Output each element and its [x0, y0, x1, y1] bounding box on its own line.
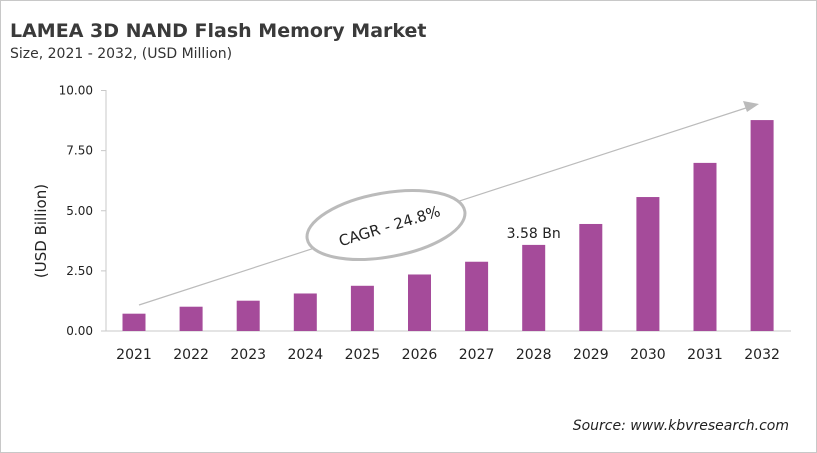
x-tick-label: 2023	[230, 347, 266, 363]
x-tick-label: 2030	[630, 347, 666, 363]
bar-2032	[750, 120, 774, 331]
arrow-head-icon	[743, 101, 759, 112]
bar-2027	[465, 261, 489, 331]
data-label-2028: 3.58 Bn	[507, 226, 561, 242]
x-tick-label: 2029	[573, 347, 609, 363]
x-tick-label: 2026	[402, 347, 438, 363]
bar-2024	[293, 293, 317, 331]
bar-2029	[579, 223, 603, 331]
y-tick-label: 5.00	[66, 204, 93, 218]
bar-2026	[408, 274, 431, 331]
chart-title: LAMEA 3D NAND Flash Memory Market	[10, 20, 427, 42]
x-tick-label: 2028	[516, 347, 552, 363]
x-tick-label: 2021	[116, 347, 152, 363]
x-tick-label: 2024	[287, 347, 323, 363]
cagr-ellipse	[305, 189, 467, 261]
bar-2028	[522, 244, 546, 331]
y-axis-label: (USD Billion)	[32, 184, 50, 278]
bar-2022	[179, 306, 203, 331]
source-text: Source: www.kbvresearch.com	[572, 418, 789, 434]
y-tick-label: 7.50	[66, 144, 93, 158]
bar-2031	[693, 162, 717, 331]
bar-2021	[122, 313, 146, 331]
x-tick-label: 2031	[687, 347, 723, 363]
bar-2025	[350, 285, 374, 331]
bar-2023	[236, 300, 260, 331]
y-tick-label: 0.00	[66, 324, 93, 338]
x-tick-label: 2022	[173, 347, 209, 363]
y-tick-label: 10.00	[59, 84, 93, 98]
x-tick-label: 2032	[744, 347, 780, 363]
bar-2030	[636, 197, 660, 331]
x-tick-label: 2027	[459, 347, 495, 363]
chart-subtitle: Size, 2021 - 2032, (USD Million)	[10, 46, 233, 62]
x-tick-label: 2025	[345, 347, 381, 363]
y-tick-label: 2.50	[66, 264, 93, 278]
